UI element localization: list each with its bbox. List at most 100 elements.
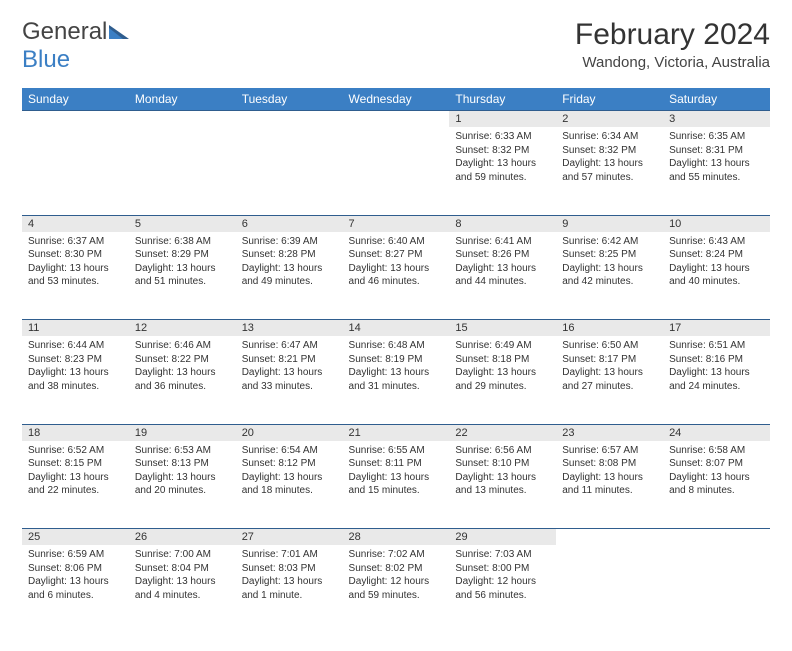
day-number xyxy=(556,529,663,546)
sunrise-text: Sunrise: 6:43 AM xyxy=(669,235,764,249)
daylight-text: Daylight: 13 hours and 4 minutes. xyxy=(135,575,230,602)
day-cell: Sunrise: 6:47 AMSunset: 8:21 PMDaylight:… xyxy=(236,336,343,424)
sunrise-text: Sunrise: 6:44 AM xyxy=(28,339,123,353)
day-cell: Sunrise: 6:53 AMSunset: 8:13 PMDaylight:… xyxy=(129,441,236,529)
daylight-text: Daylight: 13 hours and 57 minutes. xyxy=(562,157,657,184)
logo-word2: Blue xyxy=(22,46,129,74)
sunrise-text: Sunrise: 6:33 AM xyxy=(455,130,550,144)
day-cell: Sunrise: 6:35 AMSunset: 8:31 PMDaylight:… xyxy=(663,127,770,215)
sunset-text: Sunset: 8:31 PM xyxy=(669,144,764,158)
daylight-text: Daylight: 13 hours and 29 minutes. xyxy=(455,366,550,393)
day-number xyxy=(129,111,236,128)
col-tuesday: Tuesday xyxy=(236,88,343,111)
day-number: 28 xyxy=(343,529,450,546)
page-subtitle: Wandong, Victoria, Australia xyxy=(575,54,770,71)
day-number: 24 xyxy=(663,424,770,441)
sunrise-text: Sunrise: 6:42 AM xyxy=(562,235,657,249)
day-number: 10 xyxy=(663,215,770,232)
sunrise-text: Sunrise: 6:55 AM xyxy=(349,444,444,458)
daylight-text: Daylight: 13 hours and 44 minutes. xyxy=(455,262,550,289)
daylight-text: Daylight: 13 hours and 33 minutes. xyxy=(242,366,337,393)
info-row: Sunrise: 6:33 AMSunset: 8:32 PMDaylight:… xyxy=(22,127,770,215)
day-number: 7 xyxy=(343,215,450,232)
day-cell: Sunrise: 6:46 AMSunset: 8:22 PMDaylight:… xyxy=(129,336,236,424)
daylight-text: Daylight: 13 hours and 55 minutes. xyxy=(669,157,764,184)
day-cell: Sunrise: 6:34 AMSunset: 8:32 PMDaylight:… xyxy=(556,127,663,215)
sunrise-text: Sunrise: 7:01 AM xyxy=(242,548,337,562)
day-number: 13 xyxy=(236,320,343,337)
sunset-text: Sunset: 8:12 PM xyxy=(242,457,337,471)
info-row: Sunrise: 6:59 AMSunset: 8:06 PMDaylight:… xyxy=(22,545,770,633)
day-cell: Sunrise: 6:56 AMSunset: 8:10 PMDaylight:… xyxy=(449,441,556,529)
daylight-text: Daylight: 13 hours and 46 minutes. xyxy=(349,262,444,289)
sunset-text: Sunset: 8:07 PM xyxy=(669,457,764,471)
info-row: Sunrise: 6:37 AMSunset: 8:30 PMDaylight:… xyxy=(22,232,770,320)
daylight-text: Daylight: 13 hours and 18 minutes. xyxy=(242,471,337,498)
day-number: 4 xyxy=(22,215,129,232)
col-thursday: Thursday xyxy=(449,88,556,111)
sunrise-text: Sunrise: 6:52 AM xyxy=(28,444,123,458)
daylight-text: Daylight: 13 hours and 53 minutes. xyxy=(28,262,123,289)
day-cell: Sunrise: 6:58 AMSunset: 8:07 PMDaylight:… xyxy=(663,441,770,529)
daylight-text: Daylight: 12 hours and 59 minutes. xyxy=(349,575,444,602)
sunrise-text: Sunrise: 7:00 AM xyxy=(135,548,230,562)
day-number: 3 xyxy=(663,111,770,128)
sunrise-text: Sunrise: 6:57 AM xyxy=(562,444,657,458)
sunset-text: Sunset: 8:24 PM xyxy=(669,248,764,262)
day-number: 27 xyxy=(236,529,343,546)
daylight-text: Daylight: 13 hours and 36 minutes. xyxy=(135,366,230,393)
daylight-text: Daylight: 13 hours and 51 minutes. xyxy=(135,262,230,289)
day-number: 19 xyxy=(129,424,236,441)
sunrise-text: Sunrise: 6:46 AM xyxy=(135,339,230,353)
day-cell xyxy=(129,127,236,215)
daylight-text: Daylight: 13 hours and 38 minutes. xyxy=(28,366,123,393)
day-cell xyxy=(556,545,663,633)
logo: General Blue xyxy=(22,18,129,74)
day-cell: Sunrise: 6:40 AMSunset: 8:27 PMDaylight:… xyxy=(343,232,450,320)
day-number: 5 xyxy=(129,215,236,232)
col-saturday: Saturday xyxy=(663,88,770,111)
col-sunday: Sunday xyxy=(22,88,129,111)
sunrise-text: Sunrise: 7:02 AM xyxy=(349,548,444,562)
day-cell: Sunrise: 7:03 AMSunset: 8:00 PMDaylight:… xyxy=(449,545,556,633)
day-cell xyxy=(22,127,129,215)
day-number: 8 xyxy=(449,215,556,232)
sunrise-text: Sunrise: 6:35 AM xyxy=(669,130,764,144)
day-cell xyxy=(343,127,450,215)
day-number: 11 xyxy=(22,320,129,337)
sunrise-text: Sunrise: 6:49 AM xyxy=(455,339,550,353)
day-number: 26 xyxy=(129,529,236,546)
daylight-text: Daylight: 13 hours and 8 minutes. xyxy=(669,471,764,498)
daylight-text: Daylight: 13 hours and 13 minutes. xyxy=(455,471,550,498)
daylight-text: Daylight: 12 hours and 56 minutes. xyxy=(455,575,550,602)
day-number: 2 xyxy=(556,111,663,128)
sunset-text: Sunset: 8:15 PM xyxy=(28,457,123,471)
day-cell: Sunrise: 6:59 AMSunset: 8:06 PMDaylight:… xyxy=(22,545,129,633)
daylight-text: Daylight: 13 hours and 22 minutes. xyxy=(28,471,123,498)
sunrise-text: Sunrise: 6:39 AM xyxy=(242,235,337,249)
col-friday: Friday xyxy=(556,88,663,111)
day-number: 21 xyxy=(343,424,450,441)
day-cell: Sunrise: 6:49 AMSunset: 8:18 PMDaylight:… xyxy=(449,336,556,424)
day-cell: Sunrise: 6:38 AMSunset: 8:29 PMDaylight:… xyxy=(129,232,236,320)
day-number: 16 xyxy=(556,320,663,337)
sunrise-text: Sunrise: 6:51 AM xyxy=(669,339,764,353)
sunset-text: Sunset: 8:13 PM xyxy=(135,457,230,471)
day-cell: Sunrise: 7:00 AMSunset: 8:04 PMDaylight:… xyxy=(129,545,236,633)
day-cell: Sunrise: 6:54 AMSunset: 8:12 PMDaylight:… xyxy=(236,441,343,529)
daynum-row: 2526272829 xyxy=(22,529,770,546)
sunset-text: Sunset: 8:10 PM xyxy=(455,457,550,471)
day-cell: Sunrise: 6:41 AMSunset: 8:26 PMDaylight:… xyxy=(449,232,556,320)
daylight-text: Daylight: 13 hours and 31 minutes. xyxy=(349,366,444,393)
day-number: 15 xyxy=(449,320,556,337)
sunset-text: Sunset: 8:29 PM xyxy=(135,248,230,262)
daylight-text: Daylight: 13 hours and 40 minutes. xyxy=(669,262,764,289)
day-number: 29 xyxy=(449,529,556,546)
daylight-text: Daylight: 13 hours and 11 minutes. xyxy=(562,471,657,498)
day-cell: Sunrise: 6:51 AMSunset: 8:16 PMDaylight:… xyxy=(663,336,770,424)
day-cell: Sunrise: 6:39 AMSunset: 8:28 PMDaylight:… xyxy=(236,232,343,320)
info-row: Sunrise: 6:52 AMSunset: 8:15 PMDaylight:… xyxy=(22,441,770,529)
sunset-text: Sunset: 8:30 PM xyxy=(28,248,123,262)
daylight-text: Daylight: 13 hours and 15 minutes. xyxy=(349,471,444,498)
sunset-text: Sunset: 8:23 PM xyxy=(28,353,123,367)
